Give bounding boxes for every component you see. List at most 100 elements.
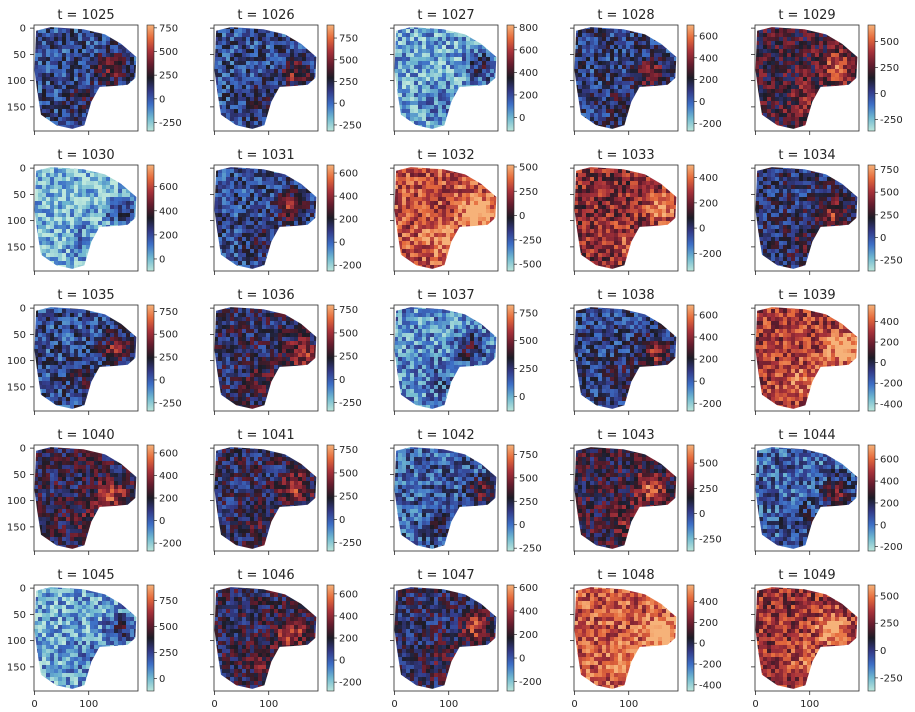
heatmap-cell [54,257,58,261]
heatmap-cell [126,233,130,237]
heatmap-cell [42,197,46,201]
heatmap-cell [755,29,759,33]
heatmap-cell [62,85,66,89]
heatmap-cell [831,33,835,37]
heatmap-cell [42,241,46,245]
heatmap-cell [106,73,110,77]
heatmap-cell [78,265,82,269]
heatmap-cell [130,173,134,177]
heatmap-cell [763,53,767,57]
heatmap-cell [310,125,314,129]
heatmap-cell [262,197,266,201]
heatmap-cell [66,49,70,53]
heatmap-cell [799,27,803,29]
heatmap-cell [598,27,602,29]
heatmap-cell [662,49,666,53]
heatmap-cell [34,185,38,189]
heatmap-cell [771,41,775,45]
heatmap-cell [74,125,78,129]
heatmap-cell [771,121,775,125]
heatmap-cell [218,201,222,205]
heatmap-cell [238,233,242,237]
heatmap-cell [670,121,674,125]
heatmap-cell [302,33,306,37]
heatmap-cell [310,97,314,101]
heatmap-cell [218,221,222,225]
heatmap-cell [847,27,851,29]
heatmap-cell [258,29,262,33]
heatmap-cell [266,245,270,249]
heatmap-cell [763,121,767,125]
heatmap-cell [674,105,677,109]
heatmap-cell [642,33,646,37]
heatmap-cell [110,121,114,125]
heatmap-cell [582,65,586,69]
heatmap-cell [250,105,254,109]
heatmap-cell [586,77,590,81]
heatmap-cell [62,265,66,269]
heatmap-cell [847,101,851,105]
heatmap-cell [226,73,230,77]
heatmap-cell [763,101,767,105]
heatmap-cell [278,117,282,121]
heatmap-cell [242,213,246,217]
heatmap-cell [106,113,110,117]
heatmap-cell [290,97,294,101]
heatmap-cell [294,209,298,213]
heatmap-cell [446,53,450,57]
heatmap-cell [791,29,795,33]
heatmap-cell [638,77,642,81]
heatmap-cell [795,109,799,113]
heatmap-cell [406,93,410,97]
heatmap-cell [594,61,598,65]
heatmap-cell [811,33,815,37]
heatmap-cell [642,73,646,77]
heatmap-cell [302,27,306,29]
heatmap-cell [290,49,294,53]
heatmap-cell [286,173,290,177]
heatmap-cell [102,261,106,265]
heatmap-cell [835,117,839,121]
heatmap-cell [851,101,855,105]
heatmap-cell [226,261,230,265]
heatmap-cell [266,193,270,197]
heatmap-cell [242,41,246,45]
heatmap-cell [474,41,478,45]
heatmap-cell [222,105,226,109]
heatmap-cell [302,61,306,65]
heatmap-cell [58,213,62,217]
heatmap-cell [94,181,98,185]
heatmap-cell [622,101,626,105]
heatmap-cell [582,97,586,101]
heatmap-cell [795,85,799,89]
heatmap-cell [70,61,74,65]
heatmap-cell [266,101,270,105]
heatmap-cell [438,81,442,85]
heatmap-cell [606,85,610,89]
heatmap-cell [807,85,811,89]
heatmap-cell [759,93,763,97]
heatmap-cell [426,89,430,93]
heatmap-cell [458,45,462,49]
heatmap-cell [670,57,674,61]
heatmap-cell [278,65,282,69]
colorbar-gradient [146,164,155,272]
heatmap-cell [238,229,242,233]
heatmap-cell [662,29,666,33]
heatmap-cell [54,57,58,61]
heatmap-cell [787,109,791,113]
heatmap-cell [58,261,62,265]
heatmap-cell [94,73,98,77]
heatmap-cell [586,49,590,53]
colorbar-tick-label: 200 [699,75,718,86]
heatmap-cell [74,217,78,221]
heatmap-cell [598,81,602,85]
heatmap-cell [34,29,38,33]
heatmap-cell [474,45,478,49]
heatmap-cell [102,189,106,193]
colorbar-tick-label: 750 [339,34,358,45]
heatmap-cell [250,189,254,193]
heatmap-cell [314,217,317,221]
heatmap-cell [242,229,246,233]
heatmap-cell [50,221,54,225]
